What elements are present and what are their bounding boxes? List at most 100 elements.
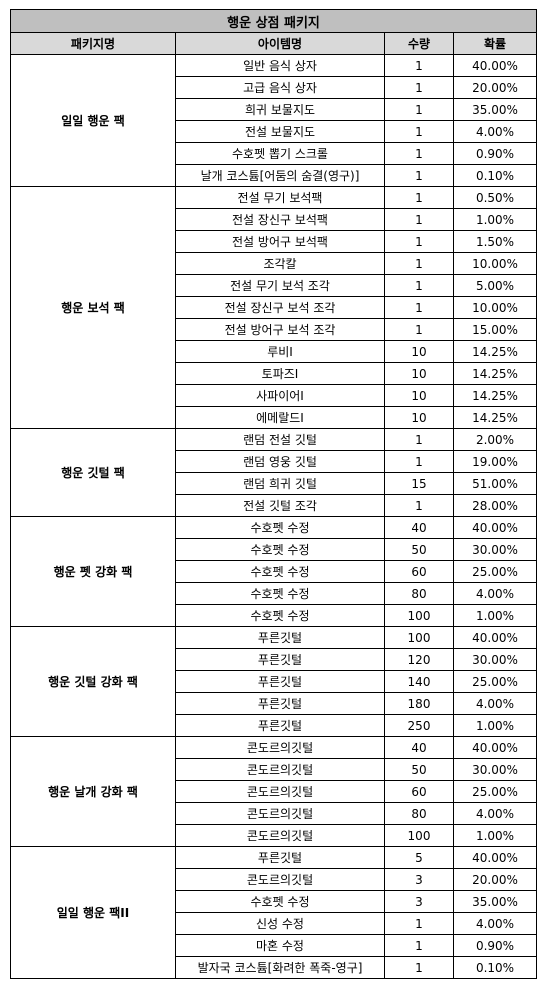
qty-cell: 50 xyxy=(384,538,454,561)
qty-cell: 10 xyxy=(384,340,454,363)
table-row: 전설 방어구 보석 조각 1 15.00% xyxy=(11,318,538,341)
prob-cell: 35.00% xyxy=(452,890,538,913)
title-row: 행운 상점 패키지 xyxy=(9,9,538,33)
prob-cell: 15.00% xyxy=(452,318,538,341)
table-row: 행운 보석 팩 전설 무기 보석팩 1 0.50% xyxy=(10,186,538,429)
item-cell: 푸른깃털 xyxy=(175,626,385,649)
header-package: 패키지명 xyxy=(10,32,176,55)
table-row: 콘도르의깃털 80 4.00% xyxy=(11,802,538,825)
prob-cell: 28.00% xyxy=(452,494,538,517)
qty-cell: 120 xyxy=(384,648,454,671)
item-cell: 콘도르의깃털 xyxy=(175,758,385,781)
prob-cell: 14.25% xyxy=(452,362,538,385)
package-name-cell: 행운 깃털 강화 팩 xyxy=(10,626,176,737)
table-row: 마혼 수정 1 0.90% xyxy=(11,934,538,957)
qty-cell: 140 xyxy=(384,670,454,693)
prob-cell: 1.50% xyxy=(452,230,538,253)
prob-cell: 35.00% xyxy=(452,98,538,121)
item-cell: 콘도르의깃털 xyxy=(175,802,385,825)
table-row: 일일 행운 팩 일반 음식 상자 1 40.00% xyxy=(10,54,538,187)
qty-cell: 15 xyxy=(384,472,454,495)
qty-cell: 1 xyxy=(384,494,454,517)
prob-cell: 4.00% xyxy=(452,802,538,825)
table-row: 랜덤 영웅 깃털 1 19.00% xyxy=(11,450,538,473)
item-cell: 수호펫 수정 xyxy=(175,516,385,539)
item-cell: 루비I xyxy=(175,340,385,363)
item-cell: 콘도르의깃털 xyxy=(175,780,385,803)
qty-cell: 1 xyxy=(384,208,454,231)
item-cell: 랜덤 희귀 깃털 xyxy=(175,472,385,495)
prob-cell: 0.90% xyxy=(452,934,538,957)
item-cell: 에메랄드I xyxy=(175,406,385,429)
prob-cell: 40.00% xyxy=(452,626,538,649)
qty-cell: 250 xyxy=(384,714,454,737)
prob-cell: 10.00% xyxy=(452,252,538,275)
item-cell: 희귀 보물지도 xyxy=(175,98,385,121)
qty-cell: 1 xyxy=(384,956,454,979)
table-row: 루비I 10 14.25% xyxy=(11,340,538,363)
table-row: 수호펫 수정 3 35.00% xyxy=(11,890,538,913)
item-cell: 콘도르의깃털 xyxy=(175,824,385,847)
item-cell: 수호펫 수정 xyxy=(175,560,385,583)
prob-cell: 1.00% xyxy=(452,824,538,847)
header-item: 아이템명 xyxy=(175,32,385,55)
package-name-cell: 행운 깃털 팩 xyxy=(10,428,176,517)
table-row: 행운 깃털 팩 랜덤 전설 깃털 1 2.00% xyxy=(10,428,538,517)
item-cell: 일반 음식 상자 xyxy=(175,54,385,77)
prob-cell: 40.00% xyxy=(452,54,538,77)
item-cell: 조각칼 xyxy=(175,252,385,275)
prob-cell: 30.00% xyxy=(452,538,538,561)
prob-cell: 25.00% xyxy=(452,560,538,583)
qty-cell: 80 xyxy=(384,582,454,605)
item-cell: 푸른깃털 xyxy=(175,714,385,737)
item-cell: 콘도르의깃털 xyxy=(175,868,385,891)
prob-cell: 30.00% xyxy=(452,648,538,671)
item-cell: 사파이어I xyxy=(175,384,385,407)
prob-cell: 40.00% xyxy=(452,516,538,539)
prob-cell: 2.00% xyxy=(452,428,538,451)
table-row: 토파즈I 10 14.25% xyxy=(11,362,538,385)
qty-cell: 50 xyxy=(384,758,454,781)
qty-cell: 5 xyxy=(384,846,454,869)
qty-cell: 40 xyxy=(384,736,454,759)
qty-cell: 1 xyxy=(384,450,454,473)
qty-cell: 100 xyxy=(384,604,454,627)
prob-cell: 19.00% xyxy=(452,450,538,473)
table-row: 콘도르의깃털 3 20.00% xyxy=(11,868,538,891)
table-row: 행운 날개 강화 팩 콘도르의깃털 40 40.00% xyxy=(10,736,538,847)
table-row: 날개 코스튬[어둠의 숨결(영구)] 1 0.10% xyxy=(11,164,538,187)
table-row: 조각칼 1 10.00% xyxy=(11,252,538,275)
table-row: 수호펫 수정 50 30.00% xyxy=(11,538,538,561)
prob-cell: 25.00% xyxy=(452,670,538,693)
prob-cell: 1.00% xyxy=(452,208,538,231)
prob-cell: 30.00% xyxy=(452,758,538,781)
table-title: 행운 상점 패키지 xyxy=(9,9,538,33)
prob-cell: 0.50% xyxy=(452,186,538,209)
prob-cell: 14.25% xyxy=(452,340,538,363)
qty-cell: 1 xyxy=(384,54,454,77)
item-cell: 푸른깃털 xyxy=(175,648,385,671)
item-cell: 마혼 수정 xyxy=(175,934,385,957)
qty-cell: 1 xyxy=(384,428,454,451)
qty-cell: 1 xyxy=(384,76,454,99)
qty-cell: 10 xyxy=(384,406,454,429)
prob-cell: 4.00% xyxy=(452,120,538,143)
item-cell: 토파즈I xyxy=(175,362,385,385)
qty-cell: 10 xyxy=(384,362,454,385)
prob-cell: 40.00% xyxy=(452,846,538,869)
item-cell: 전설 장신구 보석팩 xyxy=(175,208,385,231)
item-cell: 수호펫 수정 xyxy=(175,582,385,605)
package-table: 행운 상점 패키지 패키지명 아이템명 수량 확률 일일 행운 팩 일반 음식 상… xyxy=(9,9,538,979)
item-cell: 푸른깃털 xyxy=(175,670,385,693)
prob-cell: 20.00% xyxy=(452,868,538,891)
qty-cell: 60 xyxy=(384,780,454,803)
table-row: 행운 깃털 강화 팩 푸른깃털 100 40.00% xyxy=(10,626,538,737)
prob-cell: 4.00% xyxy=(452,912,538,935)
item-cell: 푸른깃털 xyxy=(175,692,385,715)
qty-cell: 60 xyxy=(384,560,454,583)
item-cell: 전설 방어구 보석 조각 xyxy=(175,318,385,341)
qty-cell: 80 xyxy=(384,802,454,825)
package-name-cell: 일일 행운 팩II xyxy=(10,846,176,979)
qty-cell: 100 xyxy=(384,626,454,649)
qty-cell: 1 xyxy=(384,318,454,341)
